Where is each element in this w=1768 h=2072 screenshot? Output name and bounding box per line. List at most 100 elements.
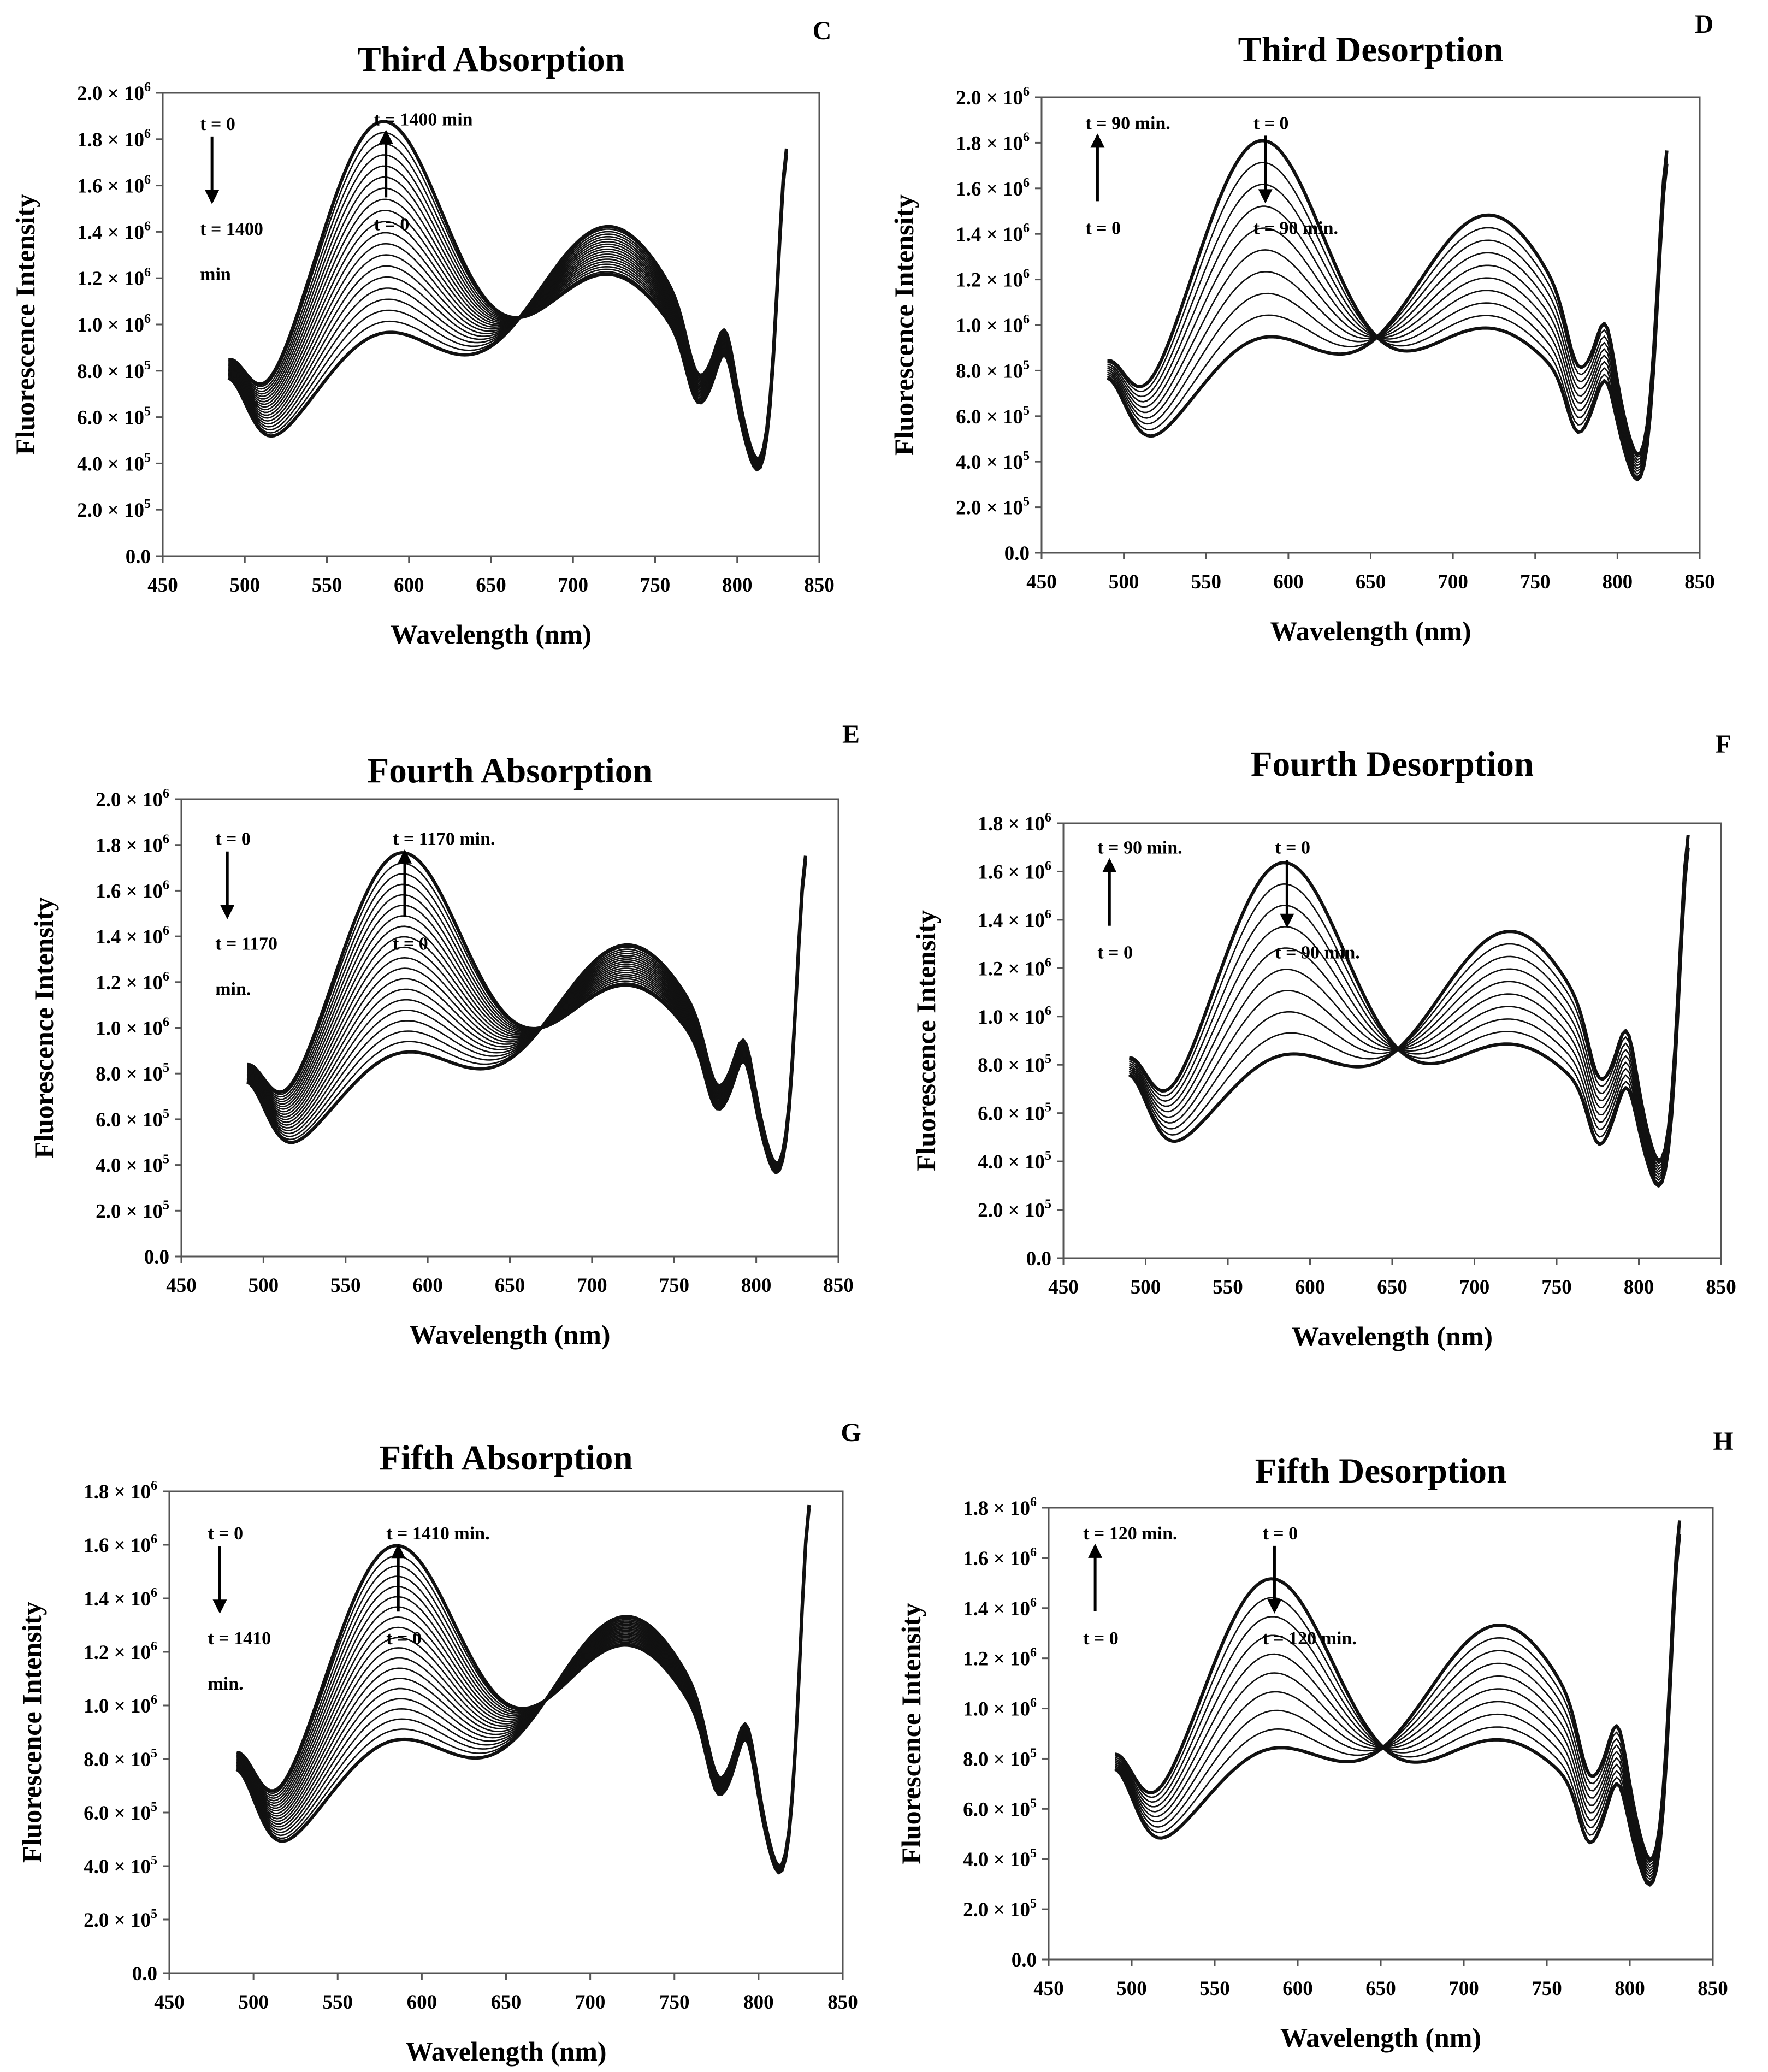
series-line-7 (1128, 843, 1689, 1178)
y-tick-exponent: 6 (144, 312, 151, 326)
x-tick-label: 600 (1273, 571, 1304, 593)
y-tick-mantissa: 8.0 × 10 (96, 1063, 163, 1085)
y-tick-mantissa: 1.6 × 10 (978, 861, 1045, 883)
y-tick-mantissa: 4.0 × 10 (978, 1151, 1045, 1173)
y-tick-exponent: 5 (1023, 449, 1030, 463)
annotation-top-label: t = 0 (208, 1524, 243, 1544)
annotation-top-label: t = 1410 min. (386, 1524, 489, 1544)
y-tick-mantissa: 1.0 × 10 (963, 1698, 1030, 1721)
y-tick-mantissa: 8.0 × 10 (84, 1749, 151, 1771)
y-tick-exponent: 5 (1030, 1846, 1037, 1861)
x-axis-label: Wavelength (nm) (409, 1319, 610, 1350)
y-tick-mantissa: 6.0 × 10 (84, 1802, 151, 1825)
annotation-bottom-label: t = 1170 (215, 934, 277, 954)
y-tick-exponent: 6 (1030, 1596, 1037, 1610)
x-tick-label: 450 (166, 1274, 197, 1297)
y-tick-label: 1.4 × 106 (96, 924, 169, 948)
x-tick-label: 700 (1438, 571, 1468, 593)
series-line-8 (1115, 1531, 1681, 1880)
y-tick-label: 1.6 × 106 (77, 173, 151, 198)
x-tick-label: 800 (743, 1991, 774, 2014)
series-line-8 (1107, 161, 1668, 475)
annotation-bottom-label: t = 1410 (208, 1628, 271, 1649)
series-line-17 (228, 149, 788, 462)
y-tick-mantissa: 2.0 × 10 (77, 499, 144, 522)
y-tick-mantissa: 2.0 × 10 (84, 1909, 151, 1932)
annotation-arrow-head (1090, 133, 1105, 148)
x-tick-label: 650 (1356, 571, 1386, 593)
x-tick-label: 500 (1109, 571, 1139, 593)
annotation-arrow-head (1267, 1599, 1282, 1614)
y-tick-mantissa: 6.0 × 10 (978, 1103, 1045, 1125)
y-tick-exponent: 6 (151, 1693, 157, 1707)
series-line-7 (228, 152, 788, 467)
y-tick-mantissa: 1.0 × 10 (956, 315, 1023, 337)
series-line-10 (1129, 848, 1690, 1188)
y-axis-label: Fluorescence Intensity (896, 1603, 926, 1864)
y-tick-exponent: 6 (151, 1532, 157, 1546)
y-tick-mantissa: 2.0 × 10 (978, 1200, 1045, 1222)
annotation-left: t = 120 min. t = 0 (1083, 1524, 1177, 1649)
y-tick-exponent: 5 (144, 358, 151, 373)
y-tick-exponent: 5 (151, 1853, 157, 1868)
y-tick-label: 6.0 × 105 (956, 404, 1030, 428)
y-tick-mantissa: 1.2 × 10 (963, 1648, 1030, 1670)
y-tick-label: 1.2 × 106 (963, 1646, 1037, 1670)
annotation-top-label: t = 0 (1262, 1524, 1298, 1544)
series-line-3 (1114, 1523, 1681, 1866)
y-tick-label: 1.4 × 106 (956, 221, 1030, 246)
x-tick-label: 600 (1282, 1977, 1313, 2000)
y-tick-exponent: 6 (1023, 221, 1030, 235)
y-tick-label: 0.0 (1012, 1949, 1037, 1971)
x-tick-label: 750 (659, 1991, 690, 2014)
y-axis-label: Fluorescence Intensity (889, 194, 919, 456)
series-line-18 (228, 149, 788, 461)
annotation-left: t = 90 min. t = 0 (1085, 113, 1170, 238)
series-line-10 (1107, 139, 1669, 482)
y-tick-exponent: 5 (144, 497, 151, 511)
series-line-8 (1129, 845, 1689, 1181)
series-line-5 (1107, 156, 1668, 467)
chart-title: Fourth Absorption (368, 751, 653, 790)
annotation-bottom-label: t = 0 (1085, 218, 1121, 238)
series-line-4 (1107, 155, 1668, 464)
y-tick-exponent: 6 (163, 878, 169, 892)
annotation-bottom-label: t = 120 min. (1262, 1628, 1356, 1649)
series-line-19 (246, 855, 807, 1165)
y-tick-label: 1.6 × 106 (978, 859, 1051, 883)
x-tick-label: 850 (827, 1991, 858, 2014)
y-tick-label: 2.0 × 105 (963, 1897, 1037, 1921)
annotation-arrow-head (379, 129, 393, 144)
y-tick-label: 0.0 (144, 1246, 169, 1268)
x-tick-label: 500 (1131, 1276, 1161, 1298)
y-tick-mantissa: 6.0 × 10 (77, 407, 144, 429)
series-line-3 (228, 143, 788, 470)
y-tick-label: 1.8 × 106 (956, 130, 1030, 155)
x-tick-label: 500 (230, 574, 261, 597)
annotation-arrow-head (398, 849, 412, 864)
x-tick-label: 600 (407, 1991, 437, 2014)
y-tick-mantissa: 1.8 × 10 (77, 129, 144, 151)
x-axis-label: Wavelength (nm) (1270, 616, 1471, 646)
x-tick-label: 750 (659, 1274, 690, 1297)
y-tick-mantissa: 2.0 × 10 (963, 1899, 1030, 1921)
x-tick-label: 750 (640, 574, 671, 597)
annotation-arrow-head (1280, 913, 1294, 928)
y-tick-mantissa: 1.8 × 10 (963, 1497, 1030, 1520)
series-line-5 (1115, 1526, 1681, 1872)
y-tick-mantissa: 1.2 × 10 (978, 958, 1045, 980)
y-tick-exponent: 6 (1030, 1545, 1037, 1560)
x-axis-label: Wavelength (nm) (391, 619, 592, 650)
x-tick-label: 450 (1033, 1977, 1064, 2000)
panel-letter: D (1695, 10, 1714, 39)
y-tick-mantissa: 1.2 × 10 (84, 1642, 151, 1664)
x-tick-label: 850 (823, 1274, 854, 1297)
x-tick-label: 550 (312, 574, 342, 597)
y-tick-label: 0.0 (126, 546, 151, 568)
y-tick-label: 1.6 × 106 (84, 1532, 157, 1557)
y-tick-label: 8.0 × 105 (96, 1061, 169, 1085)
y-tick-mantissa: 2.0 × 10 (956, 497, 1023, 520)
chart-title: Fifth Desorption (1255, 1451, 1506, 1491)
series-line-6 (1115, 1527, 1681, 1874)
y-tick-exponent: 5 (1023, 404, 1030, 418)
